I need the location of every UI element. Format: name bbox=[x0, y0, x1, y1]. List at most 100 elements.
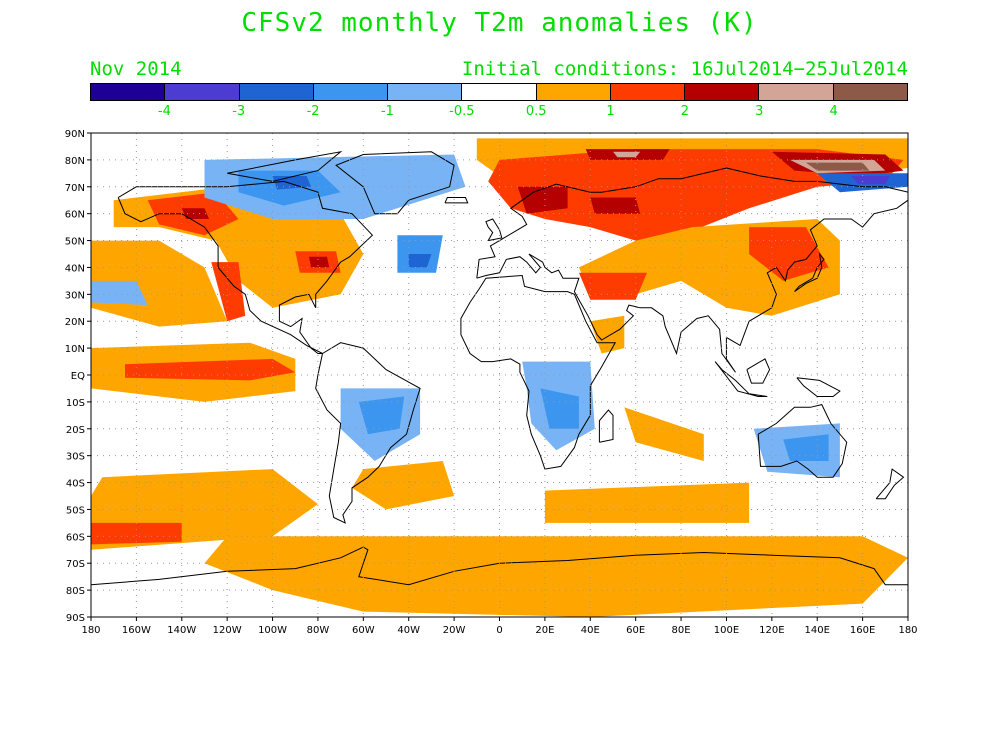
anomaly-region-west-siberia-strong bbox=[590, 197, 641, 214]
lat-label: 80N bbox=[65, 156, 85, 167]
legend-label: 2 bbox=[680, 104, 690, 119]
legend-swatch bbox=[685, 84, 760, 100]
legend-swatch bbox=[610, 84, 686, 100]
anomaly-region-australia-cold-core bbox=[783, 434, 829, 461]
legend-label: -4 bbox=[157, 104, 171, 119]
coastline-south-america bbox=[315, 342, 421, 524]
anomaly-region-arabia-warm bbox=[590, 315, 625, 354]
legend-label: -3 bbox=[232, 104, 246, 119]
initial-conditions: Initial conditions: 16Jul2014−25Jul2014 bbox=[461, 58, 908, 80]
anomaly-region-pacific-north-warm bbox=[91, 240, 228, 327]
coastline-arctic-islands bbox=[227, 150, 343, 182]
anomaly-region-east-asia-strong bbox=[749, 227, 829, 281]
legend-swatch bbox=[759, 84, 834, 100]
legend-label: 3 bbox=[755, 104, 764, 119]
anomaly-region-southern-ocean-warm bbox=[204, 536, 908, 617]
graticule bbox=[90, 132, 909, 618]
anomaly-region-west-coast-warm bbox=[211, 262, 246, 322]
legend-label: 0.5 bbox=[525, 104, 547, 119]
legend-label: -0.5 bbox=[449, 104, 475, 119]
anomaly-region-west-pacific-cold bbox=[91, 280, 148, 306]
anomaly-region-indian-ocean-band bbox=[624, 407, 704, 461]
lon-label: 140W bbox=[167, 625, 196, 636]
axis-ticks: 90N 80N 70N 60N 50N 40N 30N 20N 10N EQ 10S 20S 30S 40… bbox=[65, 129, 918, 636]
lon-label: 60W bbox=[352, 625, 375, 636]
coastline-greenland bbox=[335, 151, 455, 215]
lat-label: 70N bbox=[65, 183, 85, 194]
coastline-new-zealand bbox=[875, 468, 905, 500]
coastline-japan bbox=[794, 252, 825, 293]
legend-swatch bbox=[833, 84, 907, 100]
coastline-australia bbox=[757, 404, 848, 478]
lat-label: 70S bbox=[66, 559, 85, 570]
anomaly-region-scandinavia-warm bbox=[517, 186, 568, 214]
anomaly-region-brazil-cold bbox=[358, 396, 405, 435]
lon-label: 120W bbox=[213, 625, 242, 636]
lat-label: 10N bbox=[65, 344, 85, 355]
lon-label: 180 bbox=[81, 625, 100, 636]
coastline-north-america bbox=[117, 180, 374, 354]
anomaly-region-south-pacific-strong bbox=[91, 522, 182, 545]
lon-label: 20W bbox=[443, 625, 466, 636]
legend-label: -1 bbox=[380, 104, 394, 119]
anomaly-region-atlantic-cold-strong bbox=[408, 254, 432, 268]
lon-label: 80W bbox=[307, 625, 330, 636]
lat-label: 40S bbox=[66, 479, 85, 490]
lon-label: 0 bbox=[496, 625, 502, 636]
legend-swatch bbox=[313, 84, 389, 100]
coastline-new-guinea bbox=[796, 377, 841, 397]
coastline-indonesia bbox=[714, 361, 768, 397]
lat-label: 60S bbox=[66, 532, 85, 543]
anomaly-region-great-lakes-peak bbox=[308, 256, 330, 268]
lat-label: 50S bbox=[66, 505, 85, 516]
lat-label: EQ bbox=[71, 371, 85, 382]
anomaly-region-siberia-warm bbox=[488, 149, 904, 241]
lon-label: 40W bbox=[397, 625, 420, 636]
anomaly-region-alaska-peak bbox=[181, 208, 209, 219]
lon-label: 140E bbox=[805, 625, 830, 636]
legend-label: 1 bbox=[606, 104, 615, 119]
lat-label: 20N bbox=[65, 317, 85, 328]
anomaly-fills bbox=[91, 138, 908, 617]
lat-label: 40N bbox=[65, 263, 85, 274]
coastline-borneo bbox=[746, 358, 771, 384]
anomaly-region-south-atlantic-warm bbox=[352, 461, 455, 510]
lat-label: 50N bbox=[65, 237, 85, 248]
coastline-iceland bbox=[444, 197, 469, 204]
legend-swatch bbox=[388, 84, 463, 100]
lon-label: 120E bbox=[759, 625, 784, 636]
color-legend bbox=[90, 83, 908, 101]
lat-label: 30S bbox=[66, 452, 85, 463]
legend-label: 4 bbox=[829, 104, 838, 119]
lon-label: 100E bbox=[714, 625, 739, 636]
lon-label: 160E bbox=[850, 625, 875, 636]
lat-label: 90S bbox=[66, 613, 85, 624]
lat-label: 10S bbox=[66, 398, 85, 409]
legend-swatch bbox=[462, 84, 537, 100]
lon-label: 40E bbox=[581, 625, 600, 636]
anomaly-region-east-siberia-max bbox=[805, 162, 870, 171]
legend-swatch bbox=[91, 84, 166, 100]
lon-label: 180 bbox=[898, 625, 917, 636]
lat-label: 90N bbox=[65, 129, 85, 140]
forecast-period: Nov 2014 bbox=[90, 58, 182, 80]
coastlines bbox=[90, 150, 909, 586]
anomaly-region-chukchi-cold-strong bbox=[851, 176, 890, 185]
anomaly-region-indian-ocean-warm bbox=[544, 482, 750, 523]
legend-swatch bbox=[536, 84, 611, 100]
map-title: CFSv2 monthly T2m anomalies (K) bbox=[241, 8, 758, 38]
legend-label: -2 bbox=[306, 104, 320, 119]
lat-label: 60N bbox=[65, 210, 85, 221]
lat-label: 80S bbox=[66, 586, 85, 597]
lat-label: 20S bbox=[66, 425, 85, 436]
anomaly-region-africa-cold-core bbox=[540, 388, 579, 429]
coastline-eurasia bbox=[476, 167, 909, 373]
lat-label: 30N bbox=[65, 290, 85, 301]
legend-swatch bbox=[239, 84, 314, 100]
lon-label: 160W bbox=[122, 625, 151, 636]
lon-label: 20E bbox=[535, 625, 554, 636]
lon-label: 60E bbox=[626, 625, 645, 636]
coastline-uk bbox=[485, 218, 503, 242]
lon-label: 80E bbox=[672, 625, 691, 636]
